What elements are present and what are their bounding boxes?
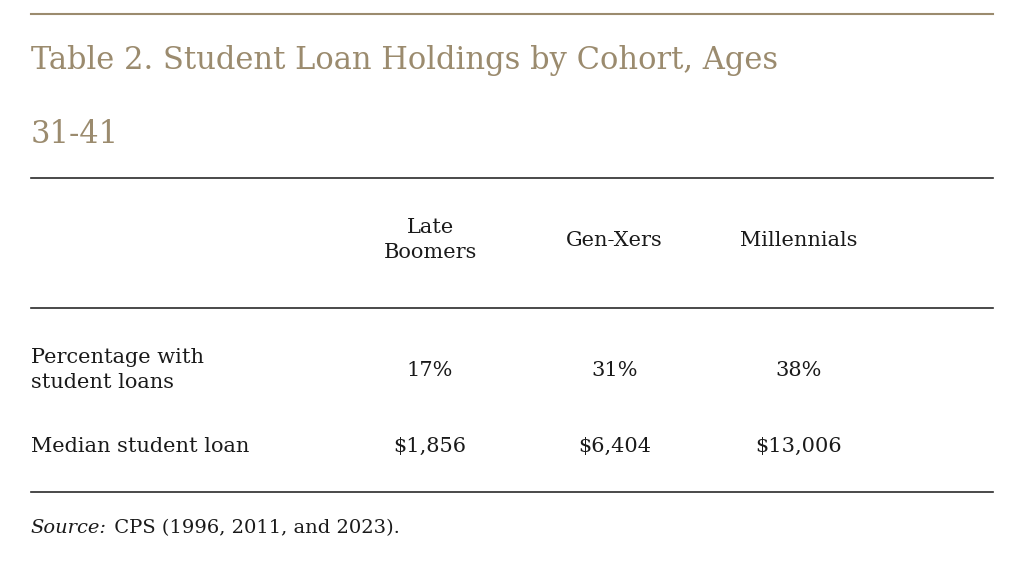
Text: Percentage with
student loans: Percentage with student loans	[31, 348, 204, 392]
Text: Gen-Xers: Gen-Xers	[566, 231, 663, 250]
Text: Source:: Source:	[31, 519, 106, 537]
Text: Table 2. Student Loan Holdings by Cohort, Ages: Table 2. Student Loan Holdings by Cohort…	[31, 45, 778, 76]
Text: $1,856: $1,856	[393, 437, 467, 456]
Text: 17%: 17%	[407, 360, 454, 380]
Text: CPS (1996, 2011, and 2023).: CPS (1996, 2011, and 2023).	[108, 519, 399, 537]
Text: 31-41: 31-41	[31, 119, 119, 150]
Text: 38%: 38%	[775, 360, 822, 380]
Text: Median student loan: Median student loan	[31, 437, 249, 456]
Text: 31%: 31%	[591, 360, 638, 380]
Text: Millennials: Millennials	[740, 231, 857, 250]
Text: Late
Boomers: Late Boomers	[383, 218, 477, 262]
Text: $6,404: $6,404	[578, 437, 651, 456]
Text: $13,006: $13,006	[756, 437, 842, 456]
